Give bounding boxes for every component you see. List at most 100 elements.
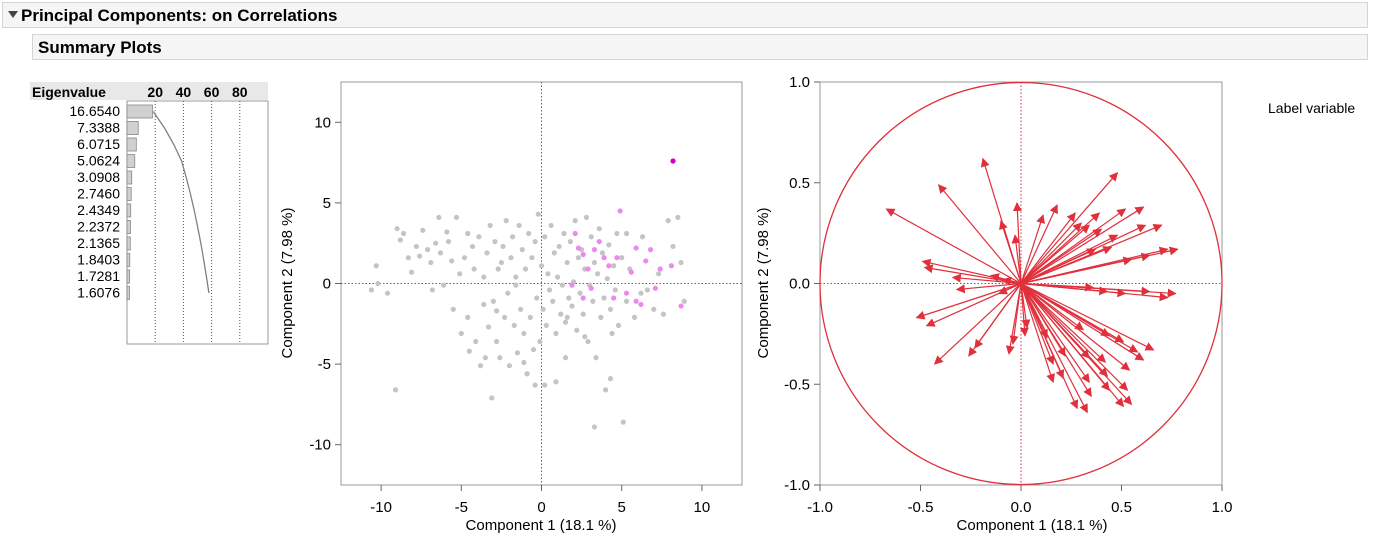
- score-point: [553, 379, 559, 385]
- score-point: [400, 230, 407, 237]
- loading-x-tick-label: 0.0: [1011, 499, 1032, 516]
- score-point: [611, 263, 617, 269]
- loading-arrow: [1020, 222, 1082, 284]
- score-point: [580, 251, 586, 258]
- principal-components-header[interactable]: Principal Components: on Correlations: [2, 2, 1368, 28]
- score-point: [638, 290, 644, 296]
- score-point: [521, 330, 527, 337]
- score-point: [551, 250, 557, 256]
- score-point: [482, 355, 488, 361]
- score-point: [564, 314, 570, 320]
- score-point: [513, 274, 519, 280]
- score-point: [529, 255, 535, 261]
- score-point: [532, 382, 538, 388]
- score-point: [604, 276, 610, 282]
- score-point: [405, 255, 411, 261]
- score-point: [481, 301, 487, 308]
- score-x-tick-label: 0: [537, 499, 545, 516]
- score-y-tick-label: 0: [323, 276, 331, 293]
- score-point: [524, 371, 530, 377]
- score-point: [619, 255, 625, 261]
- score-point: [535, 211, 541, 217]
- score-point: [437, 250, 444, 256]
- summary-plots-header[interactable]: Summary Plots: [32, 34, 1368, 60]
- score-point: [510, 234, 516, 240]
- score-point: [614, 255, 620, 261]
- eigenvalue-bar: [126, 154, 136, 168]
- score-point: [458, 330, 464, 337]
- loading-arrow: [1020, 282, 1155, 351]
- score-point: [670, 158, 676, 164]
- score-point: [678, 303, 684, 309]
- score-x-tick-label: 5: [618, 499, 626, 516]
- score-point: [582, 334, 588, 340]
- loading-arrow: [955, 282, 1022, 294]
- eigenvalue-bar: [126, 220, 131, 234]
- score-point: [599, 250, 606, 256]
- score-point: [373, 263, 379, 269]
- score-y-axis-label: Component 2 (7.98 %): [279, 208, 296, 359]
- score-point: [628, 269, 634, 275]
- score-point: [502, 314, 508, 320]
- loading-arrow: [1009, 283, 1022, 345]
- eigenvalue-x-tick-label: 60: [204, 84, 220, 100]
- loading-arrow: [1020, 212, 1076, 284]
- score-point: [500, 243, 506, 250]
- loading-arrow: [915, 282, 1022, 320]
- eigenvalue-bar: [126, 187, 132, 201]
- loading-arrow: [1020, 234, 1119, 285]
- eigenvalue-label: 16.6540: [69, 103, 120, 119]
- loading-arrow: [1020, 171, 1119, 284]
- score-point: [444, 229, 450, 235]
- score-point: [473, 338, 479, 345]
- score-point: [514, 350, 521, 356]
- eigenvalue-x-tick-label: 80: [232, 84, 248, 100]
- eigenvalue-header-band: [30, 82, 268, 100]
- score-point: [457, 271, 463, 277]
- score-point: [548, 222, 554, 229]
- score-point: [441, 282, 447, 288]
- score-point: [484, 250, 490, 256]
- score-point: [540, 306, 546, 312]
- loading-arrow: [938, 184, 1022, 284]
- loading-arrow: [1020, 206, 1145, 285]
- loading-x-tick-label: 0.5: [1111, 499, 1132, 516]
- score-point: [392, 387, 399, 393]
- score-point: [368, 287, 375, 293]
- score-point: [518, 306, 524, 312]
- score-point: [567, 238, 573, 245]
- score-point: [493, 308, 500, 314]
- score-point: [660, 311, 667, 317]
- disclosure-expanded-icon[interactable]: [6, 7, 20, 23]
- score-point: [595, 271, 601, 277]
- score-point: [617, 208, 623, 214]
- score-point: [466, 348, 472, 354]
- score-point: [481, 274, 487, 280]
- score-point: [558, 311, 564, 317]
- score-point: [566, 295, 572, 301]
- loading-y-tick-label: 0.0: [789, 276, 810, 293]
- score-point: [537, 338, 543, 345]
- score-point: [527, 314, 533, 320]
- eigenvalue-plot-frame: [126, 100, 269, 345]
- loading-x-tick-label: -1.0: [807, 499, 833, 516]
- eigenvalue-label: 2.7460: [77, 186, 120, 202]
- eigenvalue-bar: [126, 269, 131, 284]
- score-point: [615, 322, 622, 329]
- eigenvalue-label: 7.3388: [77, 120, 120, 136]
- score-point: [461, 255, 468, 261]
- loading-x-axis-label: Component 1 (18.1 %): [957, 517, 1108, 534]
- score-point: [606, 263, 612, 269]
- score-point: [495, 266, 501, 272]
- score-point: [681, 298, 687, 304]
- loading-arrow: [933, 283, 1022, 365]
- score-point: [577, 290, 583, 296]
- eigenvalue-x-tick-label: 40: [176, 84, 192, 100]
- score-point: [623, 290, 630, 296]
- label-variable-text: Label variable: [1268, 100, 1356, 116]
- score-point: [425, 247, 431, 253]
- score-point: [588, 234, 594, 240]
- score-point: [508, 255, 514, 261]
- score-point: [408, 269, 415, 275]
- score-point: [433, 240, 439, 246]
